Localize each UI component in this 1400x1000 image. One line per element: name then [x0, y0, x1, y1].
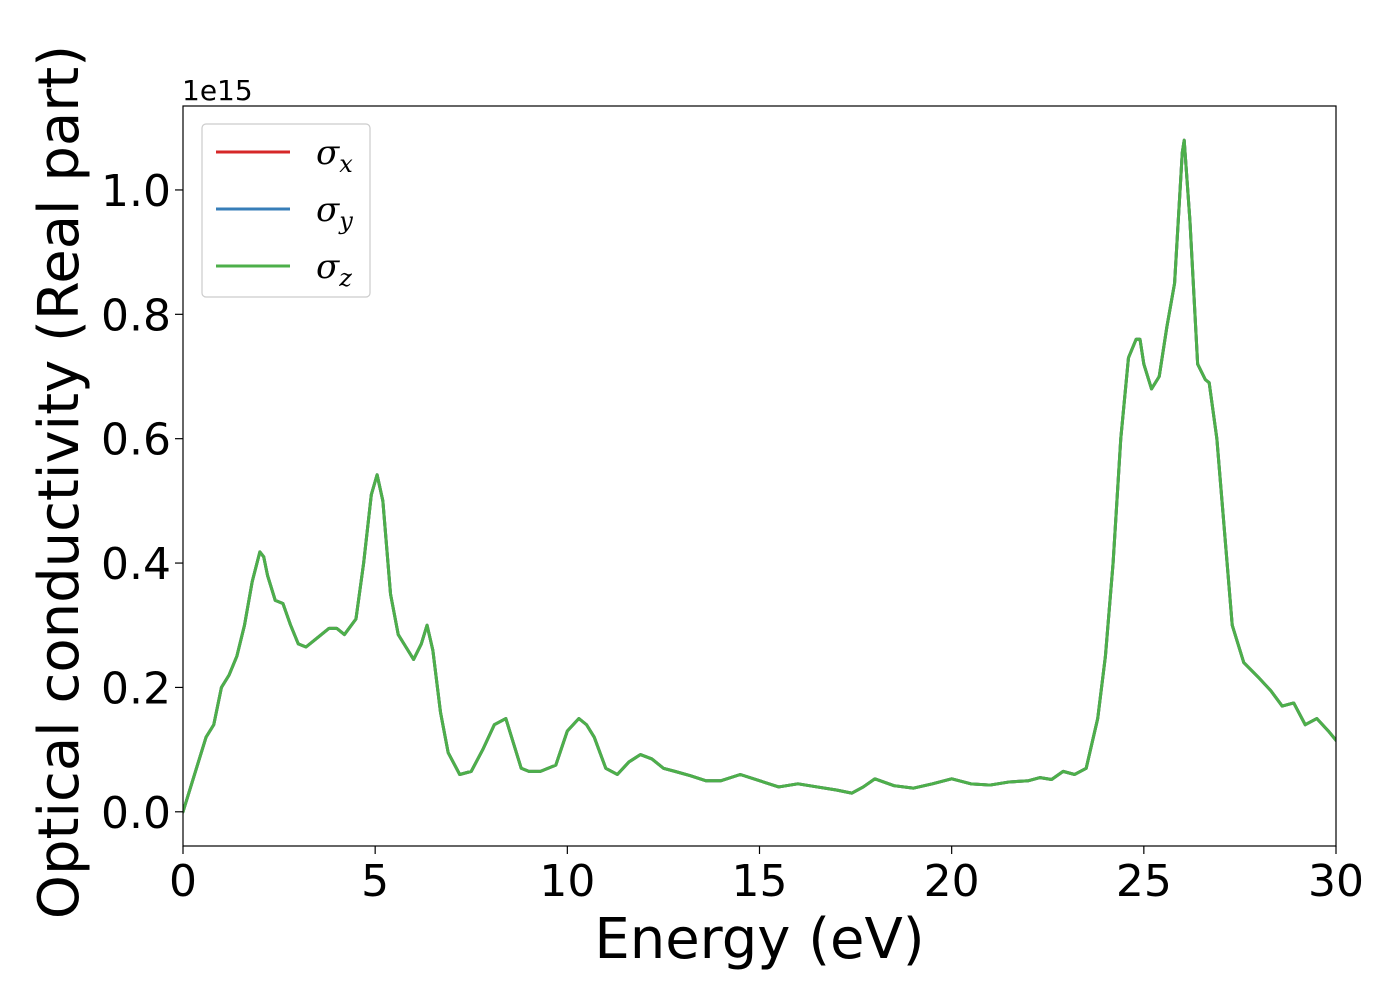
legend-subscript: y — [338, 207, 353, 235]
x-axis-label: Energy (eV) — [594, 907, 924, 972]
legend-symbol: σ — [316, 190, 340, 230]
legend-subscript: z — [338, 264, 352, 292]
x-tick-label: 10 — [539, 856, 595, 907]
x-tick-label: 0 — [169, 856, 197, 907]
x-axis: 0 5 10 15 20 25 30 — [169, 846, 1364, 907]
y-tick-label: 0.8 — [101, 290, 171, 341]
x-tick-label: 20 — [924, 856, 980, 907]
y-axis: 0.0 0.2 0.4 0.6 0.8 1.0 — [101, 166, 183, 839]
x-tick-label: 15 — [732, 856, 788, 907]
x-tick-label: 30 — [1308, 856, 1364, 907]
y-tick-label: 0.0 — [101, 788, 171, 839]
y-tick-label: 0.4 — [101, 539, 171, 590]
y-tick-label: 0.2 — [101, 663, 171, 714]
legend-symbol: σ — [316, 247, 340, 287]
legend-subscript: x — [339, 150, 353, 178]
legend-label-z: σz — [316, 247, 352, 292]
legend-label-x: σx — [316, 133, 353, 178]
y-axis-label: Optical conductivity (Real part) — [27, 45, 92, 919]
x-tick-label: 25 — [1116, 856, 1172, 907]
legend-label-y: σy — [316, 190, 353, 235]
y-offset-text: 1e15 — [182, 74, 253, 107]
y-tick-label: 1.0 — [101, 166, 171, 217]
series-line-z — [183, 138, 1336, 814]
x-tick-label: 5 — [361, 856, 389, 907]
plot-area — [183, 138, 1336, 814]
y-tick-label: 0.6 — [101, 415, 171, 466]
legend-symbol: σ — [316, 133, 340, 173]
